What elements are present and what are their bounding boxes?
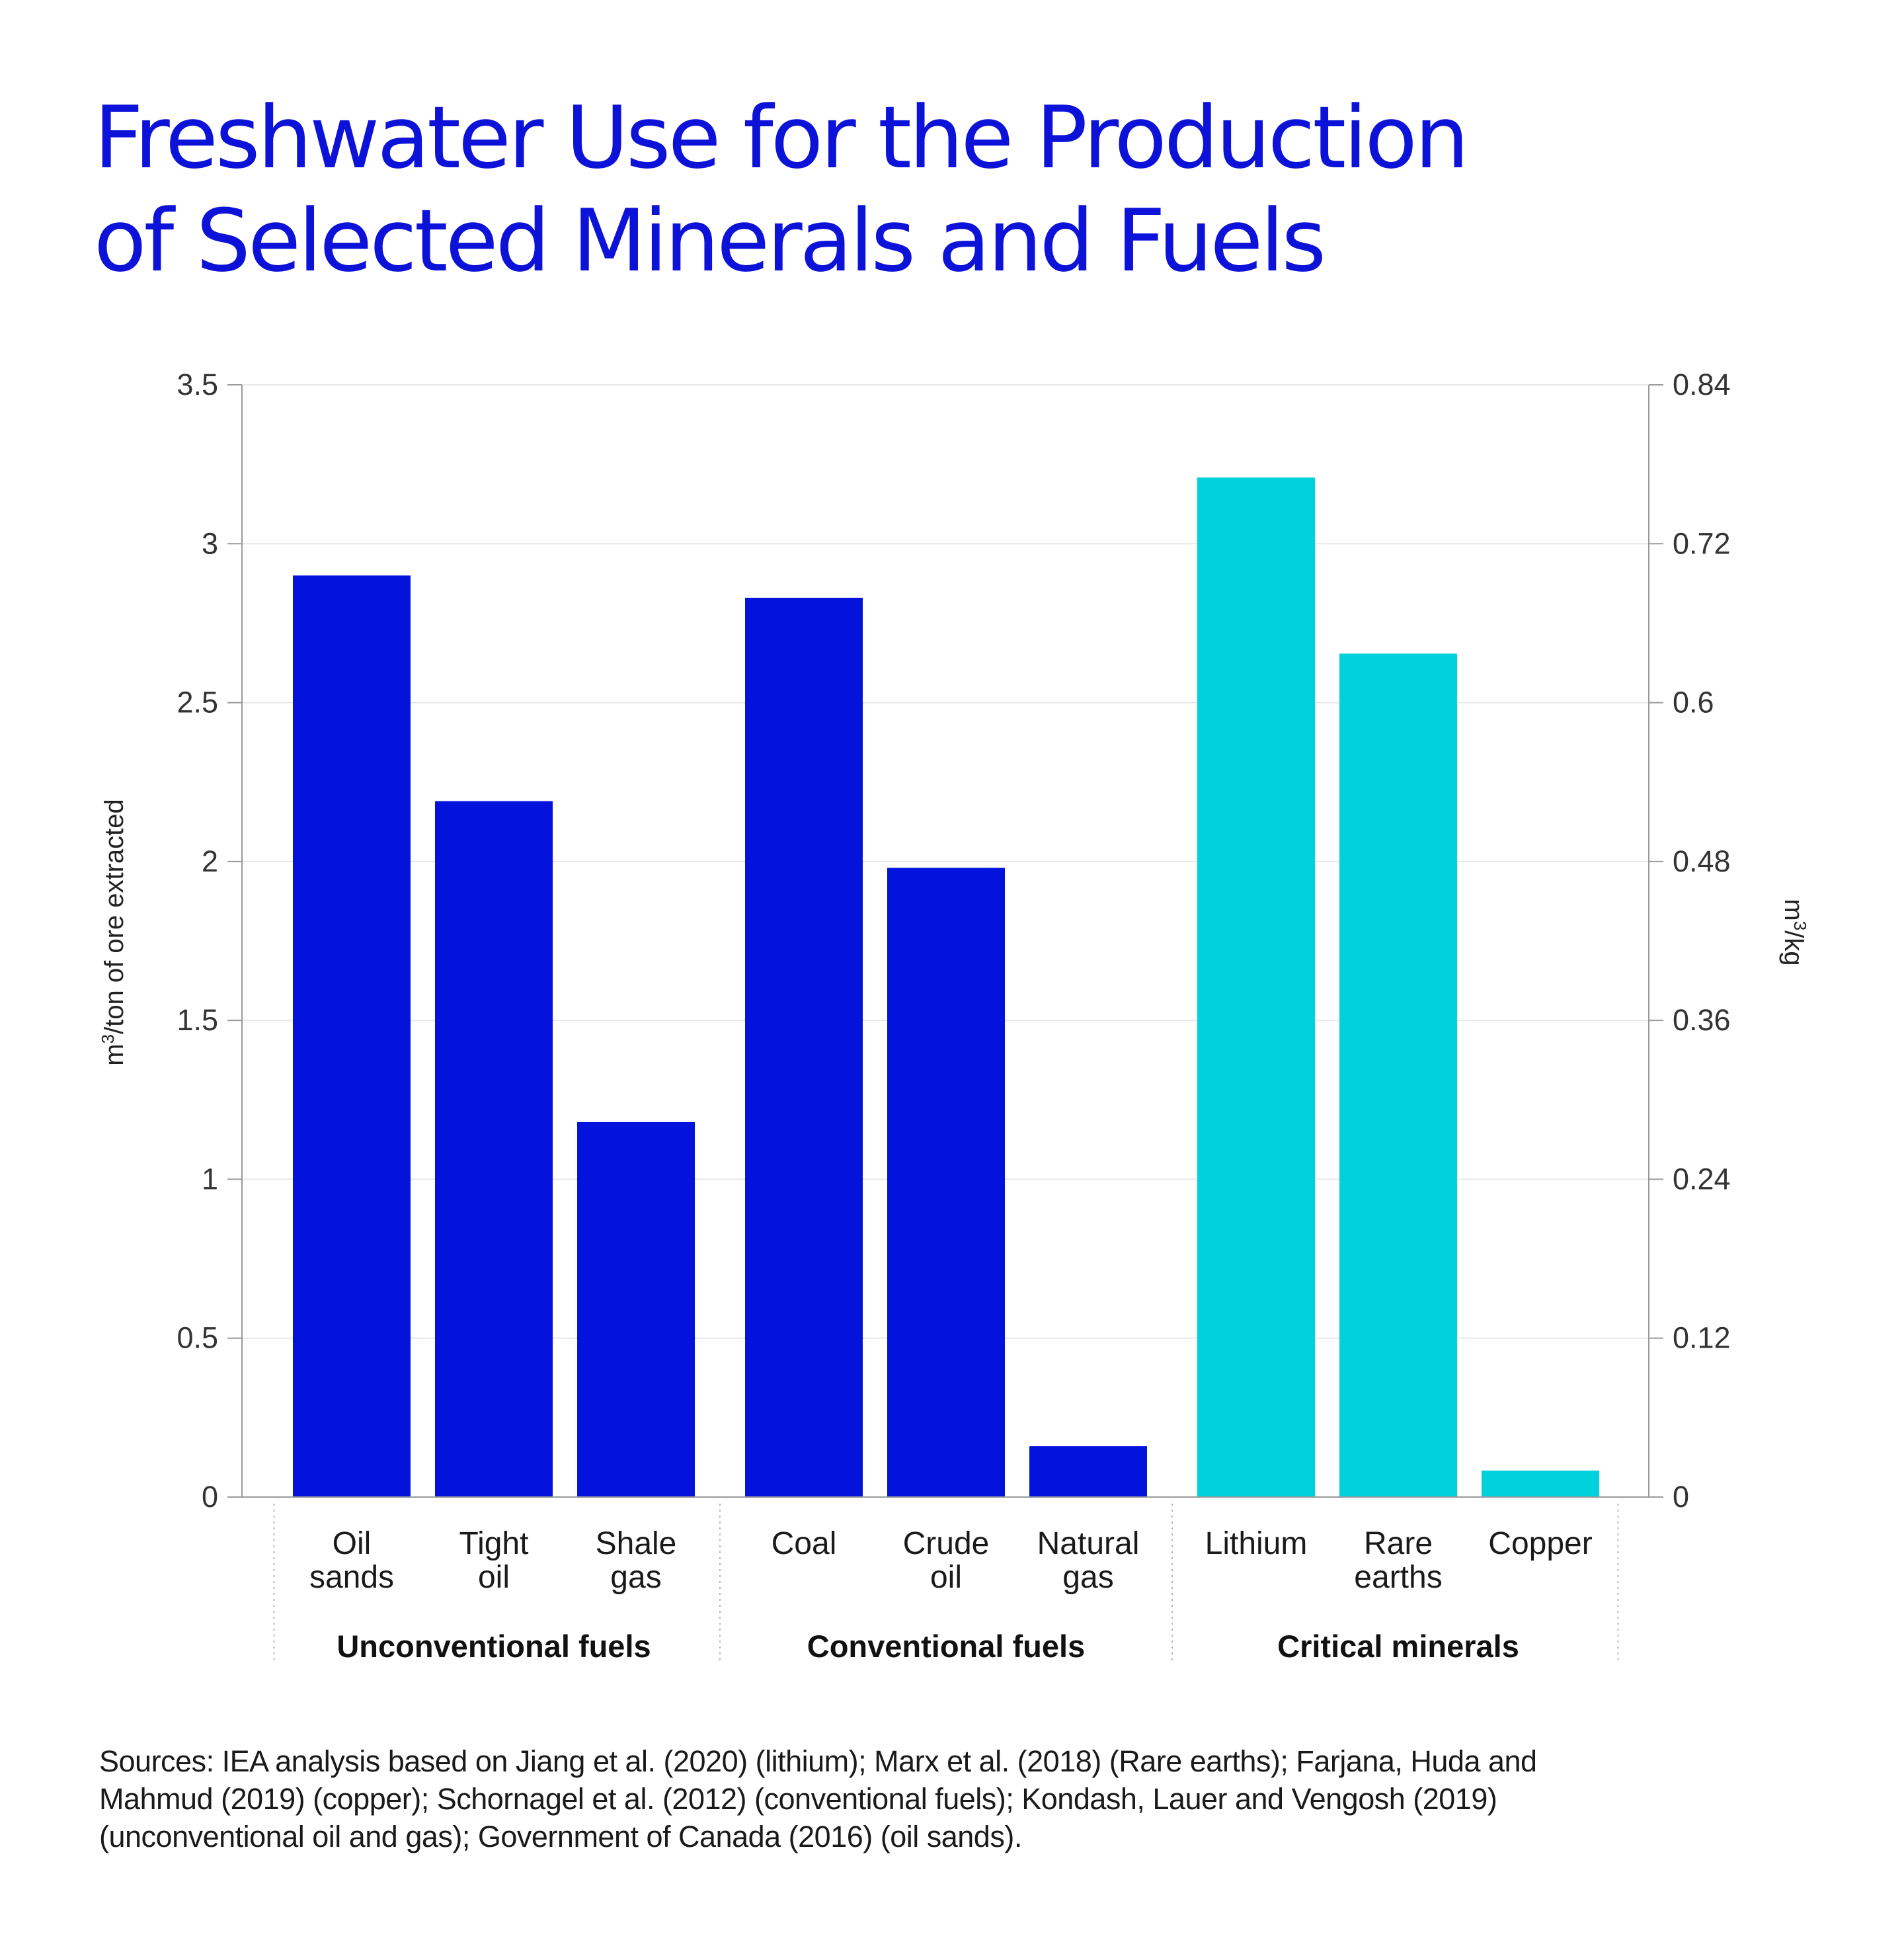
category-label: Tight [459, 1526, 529, 1561]
left-tick-label: 0 [202, 1480, 218, 1514]
left-tick-label: 1.5 [177, 1003, 218, 1037]
left-tick-label: 3.5 [177, 368, 218, 401]
left-tick-label: 0.5 [177, 1321, 218, 1355]
category-label: Copper [1488, 1526, 1592, 1561]
chart-title-line-1: Freshwater Use for the Production [94, 87, 1469, 188]
right-tick-label: 0.84 [1673, 368, 1731, 401]
bar-oil-sands [293, 575, 411, 1498]
right-tick-label: 0.36 [1673, 1003, 1731, 1037]
group-label: Unconventional fuels [337, 1629, 651, 1664]
left-tick-label: 1 [202, 1162, 218, 1196]
axes [227, 384, 1663, 1498]
category-label: Crude [903, 1526, 990, 1561]
bar-crude-oil [887, 868, 1005, 1497]
bar-chart: 0 0.5 1 1.5 2 2.5 3 3.5 0 0.12 0.24 0.36 0.48 0.6 0.72… [98, 368, 1810, 1664]
bar-tight-oil [435, 801, 553, 1497]
category-label: Lithium [1205, 1526, 1308, 1561]
right-axis-title: m3/kg [1779, 899, 1810, 965]
bar-natural-gas [1029, 1446, 1147, 1497]
sources-line-2: Mahmud (2019) (copper); Schornagel et al… [99, 1782, 1497, 1816]
right-tick-label: 0.48 [1673, 844, 1731, 878]
bar-rare-earths [1339, 653, 1457, 1497]
sources-line-1: Sources: IEA analysis based on Jiang et … [99, 1744, 1537, 1778]
bar-copper [1482, 1470, 1599, 1497]
chart-title-line-2: of Selected Minerals and Fuels [94, 190, 1326, 291]
category-label: sands [309, 1560, 394, 1595]
tick-labels: 0 0.5 1 1.5 2 2.5 3 3.5 0 0.12 0.24 0.36 0.48 0.6 0.72… [177, 368, 1730, 1514]
category-label: oil [478, 1560, 510, 1595]
right-tick-label: 0.12 [1673, 1321, 1731, 1355]
left-axis-title: m3/ton of ore extracted [98, 799, 129, 1066]
bar-coal [745, 597, 863, 1497]
right-tick-label: 0.24 [1673, 1162, 1731, 1196]
left-tick-label: 2 [202, 844, 218, 878]
category-label: Oil [333, 1526, 372, 1561]
left-tick-label: 2.5 [177, 686, 218, 719]
bar-lithium [1197, 477, 1315, 1497]
category-label: Natural [1037, 1526, 1140, 1561]
group-label: Critical minerals [1277, 1629, 1519, 1664]
category-label: oil [930, 1560, 962, 1595]
group-labels: Unconventional fuels Conventional fuels Cr… [273, 1504, 1619, 1664]
category-label: Coal [772, 1526, 837, 1561]
category-label: gas [1062, 1560, 1113, 1595]
sources-note: Sources: IEA analysis based on Jiang et … [99, 1742, 1818, 1855]
chart-title: Freshwater Use for the Production of Sel… [94, 86, 1813, 292]
right-tick-label: 0.6 [1673, 686, 1714, 719]
left-tick-label: 3 [202, 526, 218, 560]
group-label: Conventional fuels [807, 1629, 1085, 1664]
category-label: Rare [1364, 1526, 1433, 1561]
category-label: gas [610, 1560, 661, 1595]
bar-shale-gas [577, 1121, 695, 1497]
category-label: earths [1354, 1560, 1442, 1595]
right-tick-label: 0.72 [1673, 526, 1731, 560]
category-label: Shale [596, 1526, 677, 1561]
right-tick-label: 0 [1673, 1480, 1689, 1514]
bars [293, 477, 1599, 1498]
sources-line-3: (unconventional oil and gas); Government… [99, 1820, 1022, 1853]
